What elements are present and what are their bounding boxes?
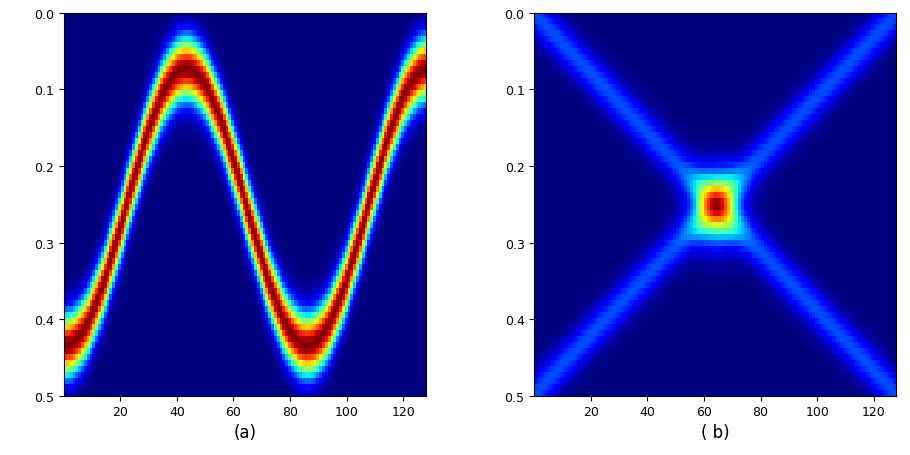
X-axis label: (a): (a) (233, 423, 257, 440)
X-axis label: ( b): ( b) (701, 423, 730, 440)
